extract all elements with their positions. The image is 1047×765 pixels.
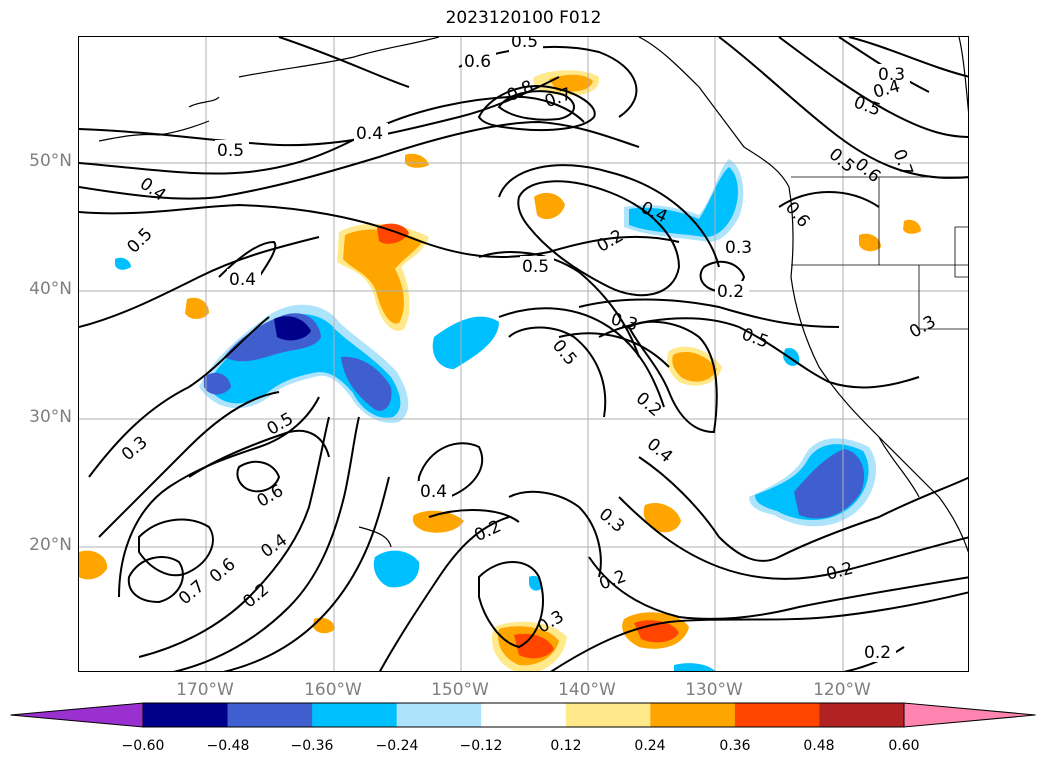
colorbar-segment [650, 703, 736, 727]
anomaly-patch-positive [313, 617, 335, 634]
colorbar-tick: 0.12 [550, 738, 582, 754]
lon-label-150w: 150°W [431, 680, 489, 700]
lon-label-130w: 130°W [685, 680, 743, 700]
lat-label-30n: 30°N [29, 407, 72, 427]
anomaly-patch-negative [373, 550, 420, 588]
colorbar-segment [143, 703, 229, 727]
contour-label: 0.5 [522, 257, 549, 277]
contour-label: 0.3 [595, 504, 629, 537]
contour-label: 0.5 [217, 141, 244, 161]
colorbar-tick: −0.36 [290, 738, 334, 754]
contour-label: 0.2 [239, 580, 273, 613]
map-canvas: 0.5 0.6 0.8 0.7 0.4 0.5 0.4 0.5 0.4 0.3 … [79, 37, 968, 671]
colorbar-tick: 0.60 [888, 738, 920, 754]
colorbar-tick: −0.60 [121, 738, 165, 754]
colorbar-tick: 0.36 [719, 738, 751, 754]
anomaly-patch-positive [405, 153, 429, 168]
contour-label: 0.2 [864, 643, 891, 663]
lat-label-40n: 40°N [29, 279, 72, 299]
colorbar-segment [565, 703, 651, 727]
contour-label: 0.4 [420, 482, 447, 502]
contour-label: 0.3 [725, 238, 752, 258]
lon-label-160w: 160°W [304, 680, 362, 700]
anomaly-patch-negative [674, 663, 715, 671]
anomaly-patch-negative [274, 316, 311, 341]
anomaly-patch-positive [343, 229, 423, 324]
contour-label: 0.4 [136, 174, 170, 206]
contour-label: 0.5 [511, 37, 538, 52]
anomaly-patch-negative [341, 356, 392, 411]
contour-label: 0.5 [123, 224, 156, 257]
colorbar-segment [819, 703, 905, 727]
contour-lines [79, 37, 968, 671]
contour-label: 0.3 [878, 65, 905, 85]
contour-label: 0.6 [254, 481, 287, 512]
map-panel: 0.5 0.6 0.8 0.7 0.4 0.5 0.4 0.5 0.4 0.3 … [78, 36, 969, 672]
anomaly-patch-negative [115, 257, 131, 270]
lat-label-50n: 50°N [29, 151, 72, 171]
contour-label: 0.6 [206, 554, 240, 587]
contour-label: 0.4 [257, 530, 291, 562]
contour-label: 0.5 [825, 144, 859, 177]
colorbar-segment [396, 703, 482, 727]
colorbar-tick: −0.48 [206, 738, 250, 754]
contour-label: 0.6 [464, 52, 491, 72]
anomaly-patch-positive [185, 297, 209, 319]
contour-label: 0.5 [739, 324, 771, 352]
lon-label-170w: 170°W [176, 680, 234, 700]
lon-label-140w: 140°W [558, 680, 616, 700]
anomaly-patch-negative [629, 167, 738, 237]
contour-label: 0.4 [229, 270, 256, 290]
anomaly-patch-negative [794, 449, 865, 519]
anomaly-patch-positive [534, 192, 565, 220]
colorbar-tick: −0.24 [375, 738, 419, 754]
anomaly-patch-positive [672, 351, 717, 382]
anomaly-patch-positive [549, 74, 593, 92]
anomaly-patch-positive [412, 510, 464, 533]
contour-label: 0.2 [594, 226, 627, 257]
colorbar-segment [227, 703, 313, 727]
contour-label: 0.8 [504, 77, 537, 107]
map-title: 2023120100 F012 [445, 8, 602, 28]
contour-label: 0.4 [356, 124, 383, 144]
contour-label: 0.2 [632, 388, 666, 421]
colorbar-segment [734, 703, 820, 727]
lat-label-20n: 20°N [29, 535, 72, 555]
anomaly-patch-positive [79, 550, 108, 580]
lon-label-120w: 120°W [813, 680, 871, 700]
contour-label: 0.2 [597, 566, 629, 594]
contour-label: 0.2 [824, 558, 855, 584]
shaded-anomalies [79, 70, 921, 671]
colorbar-segment [904, 703, 1036, 727]
colorbar-tick: 0.24 [634, 738, 666, 754]
political-borders [791, 176, 968, 330]
colorbar-segment [10, 703, 143, 727]
anomaly-patch-positive [859, 233, 881, 252]
contour-label: 0.5 [264, 409, 297, 440]
anomaly-patch-positive [514, 633, 554, 659]
contour-label: 0.7 [175, 576, 209, 609]
colorbar-segment [481, 703, 567, 727]
contour-label: 0.2 [717, 282, 744, 302]
anomaly-patch-negative [432, 316, 499, 369]
colorbar-tick: 0.48 [803, 738, 835, 754]
colorbar-tick: −0.12 [459, 738, 503, 754]
contour-label: 0.5 [548, 336, 581, 370]
colorbar [10, 702, 1036, 728]
anomaly-patch-positive [643, 502, 681, 533]
anomaly-patch-negative [204, 372, 231, 395]
colorbar-segment [312, 703, 398, 727]
contour-label: 0.3 [906, 312, 939, 343]
anomaly-patch-positive [903, 219, 921, 234]
